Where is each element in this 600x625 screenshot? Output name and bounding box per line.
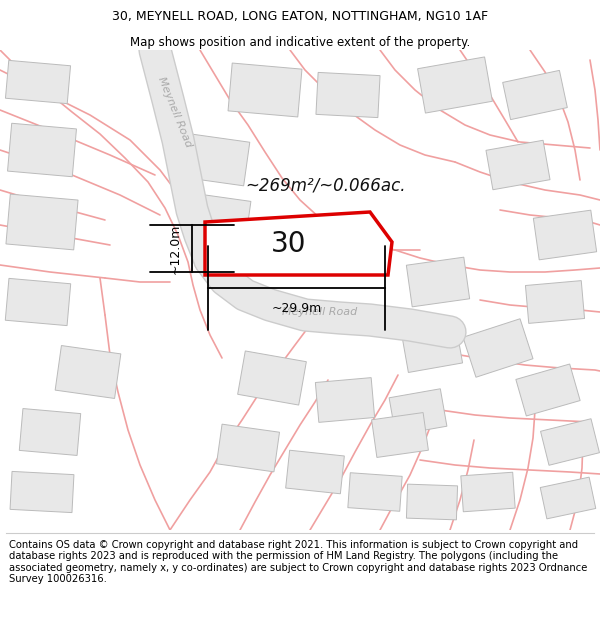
Text: ~29.9m: ~29.9m: [271, 302, 322, 315]
Bar: [10, 471, 74, 512]
Bar: [6, 194, 78, 250]
Bar: [533, 210, 596, 260]
Bar: [8, 123, 76, 177]
Bar: [186, 134, 250, 186]
Bar: [19, 409, 81, 456]
Bar: [461, 472, 515, 512]
Bar: [5, 278, 71, 326]
Bar: [406, 484, 458, 520]
Bar: [503, 71, 568, 119]
Bar: [185, 193, 251, 247]
Bar: [348, 472, 402, 511]
Text: Meynell Road: Meynell Road: [283, 307, 358, 317]
Bar: [540, 477, 596, 519]
Text: ~269m²/~0.066ac.: ~269m²/~0.066ac.: [245, 176, 406, 194]
Bar: [238, 351, 307, 405]
Bar: [5, 61, 71, 104]
Text: 30, MEYNELL ROAD, LONG EATON, NOTTINGHAM, NG10 1AF: 30, MEYNELL ROAD, LONG EATON, NOTTINGHAM…: [112, 10, 488, 23]
Bar: [463, 319, 533, 378]
Bar: [418, 57, 493, 113]
Bar: [516, 364, 580, 416]
Bar: [228, 63, 302, 117]
Bar: [406, 257, 470, 307]
Bar: [316, 378, 374, 423]
Bar: [541, 419, 599, 465]
Bar: [401, 324, 463, 372]
Bar: [286, 450, 344, 494]
Polygon shape: [205, 212, 392, 275]
Text: Contains OS data © Crown copyright and database right 2021. This information is : Contains OS data © Crown copyright and d…: [9, 539, 587, 584]
Bar: [526, 281, 584, 323]
Bar: [486, 140, 550, 190]
Bar: [316, 72, 380, 118]
Text: Map shows position and indicative extent of the property.: Map shows position and indicative extent…: [130, 36, 470, 49]
Text: ~12.0m: ~12.0m: [169, 223, 182, 274]
Bar: [371, 412, 428, 458]
Bar: [217, 424, 280, 472]
Text: 30: 30: [271, 229, 306, 258]
Bar: [55, 346, 121, 399]
Bar: [389, 389, 447, 435]
Text: Meynell Road: Meynell Road: [156, 75, 194, 149]
